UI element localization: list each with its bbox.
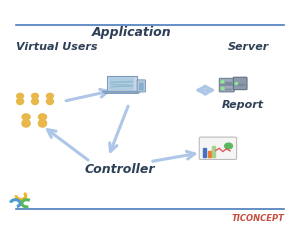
Circle shape (22, 114, 30, 120)
Text: Report: Report (221, 100, 264, 110)
Circle shape (17, 93, 23, 99)
Polygon shape (107, 76, 136, 91)
Bar (203, 148, 206, 157)
Circle shape (235, 83, 238, 84)
Bar (208, 151, 211, 157)
Circle shape (221, 81, 224, 83)
Circle shape (38, 114, 46, 120)
Ellipse shape (46, 98, 53, 105)
Text: Application: Application (92, 27, 172, 39)
Circle shape (46, 93, 53, 99)
Polygon shape (102, 91, 141, 94)
Text: Controller: Controller (85, 163, 155, 176)
FancyBboxPatch shape (139, 83, 144, 90)
Ellipse shape (17, 98, 24, 105)
Bar (212, 146, 215, 157)
Ellipse shape (32, 98, 38, 105)
FancyBboxPatch shape (219, 78, 234, 85)
Text: TICONCEPT: TICONCEPT (232, 214, 284, 223)
Polygon shape (109, 77, 134, 90)
Text: Server: Server (228, 42, 269, 52)
Text: Virtual Users: Virtual Users (16, 42, 97, 52)
FancyBboxPatch shape (219, 85, 234, 92)
Circle shape (221, 88, 224, 89)
Circle shape (225, 143, 232, 149)
Ellipse shape (22, 119, 30, 127)
Ellipse shape (38, 119, 46, 127)
FancyBboxPatch shape (233, 77, 247, 90)
Bar (238, 84, 244, 85)
Circle shape (32, 93, 38, 99)
Bar (225, 82, 231, 83)
FancyBboxPatch shape (137, 80, 146, 92)
FancyBboxPatch shape (199, 137, 237, 160)
